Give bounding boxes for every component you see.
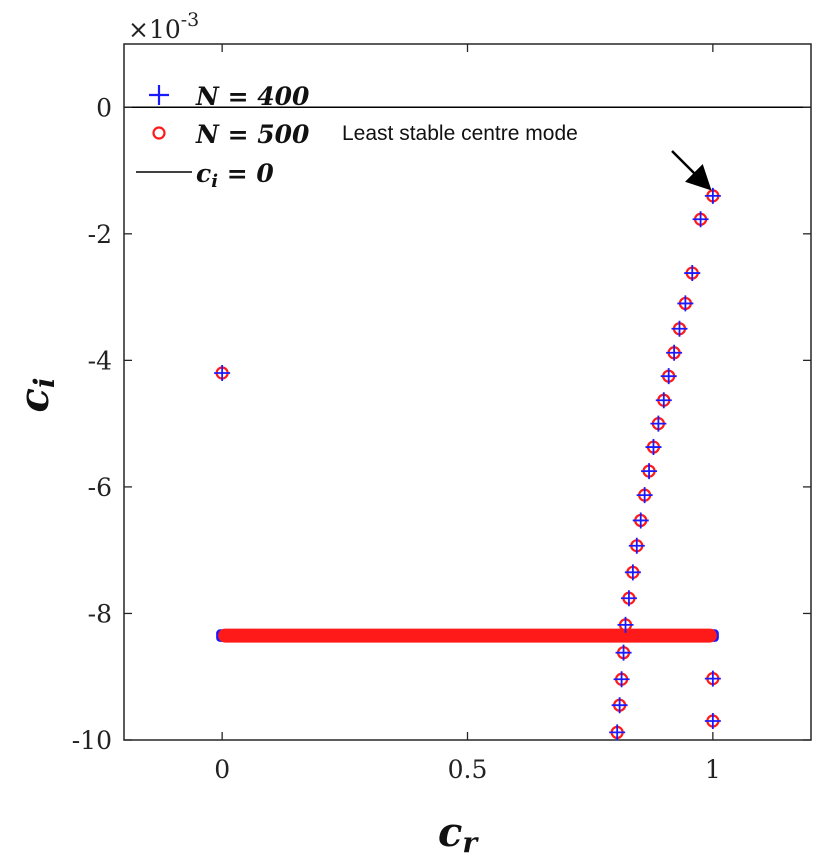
x-axis-label: cr — [438, 809, 479, 859]
point-n400 — [666, 344, 683, 361]
y-tick-label: -6 — [88, 473, 112, 502]
y-tick-label: -4 — [88, 346, 112, 375]
point-n400 — [615, 644, 632, 661]
y-tick-label: -2 — [88, 220, 112, 249]
legend-entry: N = 500 — [152, 120, 310, 149]
y-axis-label-var: c — [11, 388, 58, 412]
y-axis-label-sub: i — [28, 378, 61, 389]
x-tick-label: 0.5 — [448, 755, 488, 784]
point-n400 — [671, 320, 688, 337]
point-n400 — [650, 415, 667, 432]
y-tick-label: -8 — [88, 599, 112, 628]
x-tick-label: 0 — [214, 755, 230, 784]
legend-marker-circle — [152, 126, 166, 140]
y-tick-label: 0 — [96, 93, 112, 122]
legend-label: ci = 0 — [196, 159, 274, 192]
legend-marker-cross — [149, 85, 169, 105]
continuous-spectrum-band-n500 — [218, 628, 717, 643]
point-n400 — [628, 537, 645, 554]
point-n400 — [660, 368, 677, 385]
y-exponent-label: ×10-3 — [128, 9, 199, 44]
point-n400 — [655, 392, 672, 409]
point-n400 — [641, 463, 658, 480]
legend-entry: N = 400 — [149, 82, 310, 111]
y-axis-label: ci — [11, 378, 61, 413]
point-n400 — [684, 265, 701, 282]
x-axis-label-var: c — [438, 809, 462, 856]
point-n400 — [617, 616, 634, 633]
point-n400 — [214, 365, 231, 382]
x-axis-label-sub: r — [462, 826, 479, 859]
point-n400 — [609, 724, 626, 741]
point-n400 — [645, 439, 662, 456]
legend-label: N = 500 — [195, 120, 310, 149]
point-n400 — [611, 697, 628, 714]
plot-area — [123, 43, 812, 741]
point-n400 — [677, 295, 694, 312]
y-tick-label: -10 — [72, 726, 112, 755]
point-n400 — [636, 487, 653, 504]
legend-label: N = 400 — [195, 82, 310, 111]
point-n400 — [704, 187, 721, 204]
annotation-label: Least stable centre mode — [342, 122, 578, 145]
point-n400 — [620, 590, 637, 607]
point-n400 — [704, 670, 721, 687]
point-n400 — [704, 713, 721, 730]
point-n400 — [613, 671, 630, 688]
point-n400 — [624, 564, 641, 581]
point-n400 — [692, 211, 709, 228]
x-tick-label: 1 — [705, 755, 721, 784]
legend: N = 400 N = 500 ci = 0 — [136, 82, 310, 192]
point-n400 — [632, 512, 649, 529]
legend-entry: ci = 0 — [136, 159, 274, 192]
annotation-arrow — [671, 150, 712, 191]
